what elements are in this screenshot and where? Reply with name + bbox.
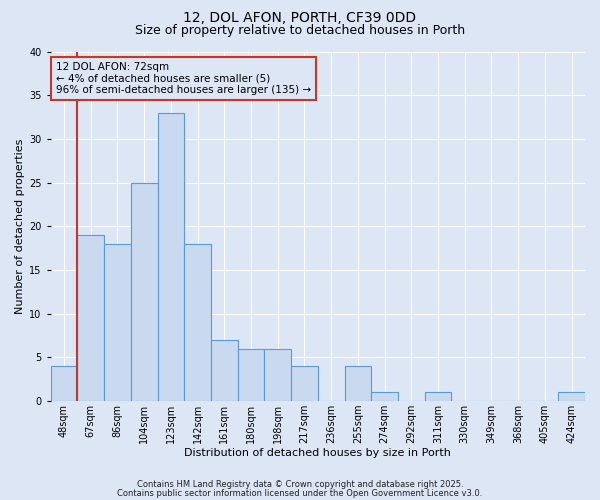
Bar [344, 366, 371, 401]
Text: Contains public sector information licensed under the Open Government Licence v3: Contains public sector information licen… [118, 488, 482, 498]
Bar [371, 392, 398, 401]
Text: 12 DOL AFON: 72sqm
← 4% of detached houses are smaller (5)
96% of semi-detached : 12 DOL AFON: 72sqm ← 4% of detached hous… [56, 62, 311, 95]
Bar [104, 244, 131, 401]
X-axis label: Distribution of detached houses by size in Porth: Distribution of detached houses by size … [184, 448, 451, 458]
Bar [558, 392, 585, 401]
Y-axis label: Number of detached properties: Number of detached properties [15, 138, 25, 314]
Text: Contains HM Land Registry data © Crown copyright and database right 2025.: Contains HM Land Registry data © Crown c… [137, 480, 463, 489]
Bar [211, 340, 238, 401]
Bar [184, 244, 211, 401]
Text: Size of property relative to detached houses in Porth: Size of property relative to detached ho… [135, 24, 465, 37]
Bar [158, 112, 184, 401]
Bar [238, 348, 265, 401]
Bar [131, 182, 158, 401]
Bar [77, 235, 104, 401]
Text: 12, DOL AFON, PORTH, CF39 0DD: 12, DOL AFON, PORTH, CF39 0DD [184, 11, 416, 25]
Bar [265, 348, 291, 401]
Bar [291, 366, 318, 401]
Bar [425, 392, 451, 401]
Bar [50, 366, 77, 401]
